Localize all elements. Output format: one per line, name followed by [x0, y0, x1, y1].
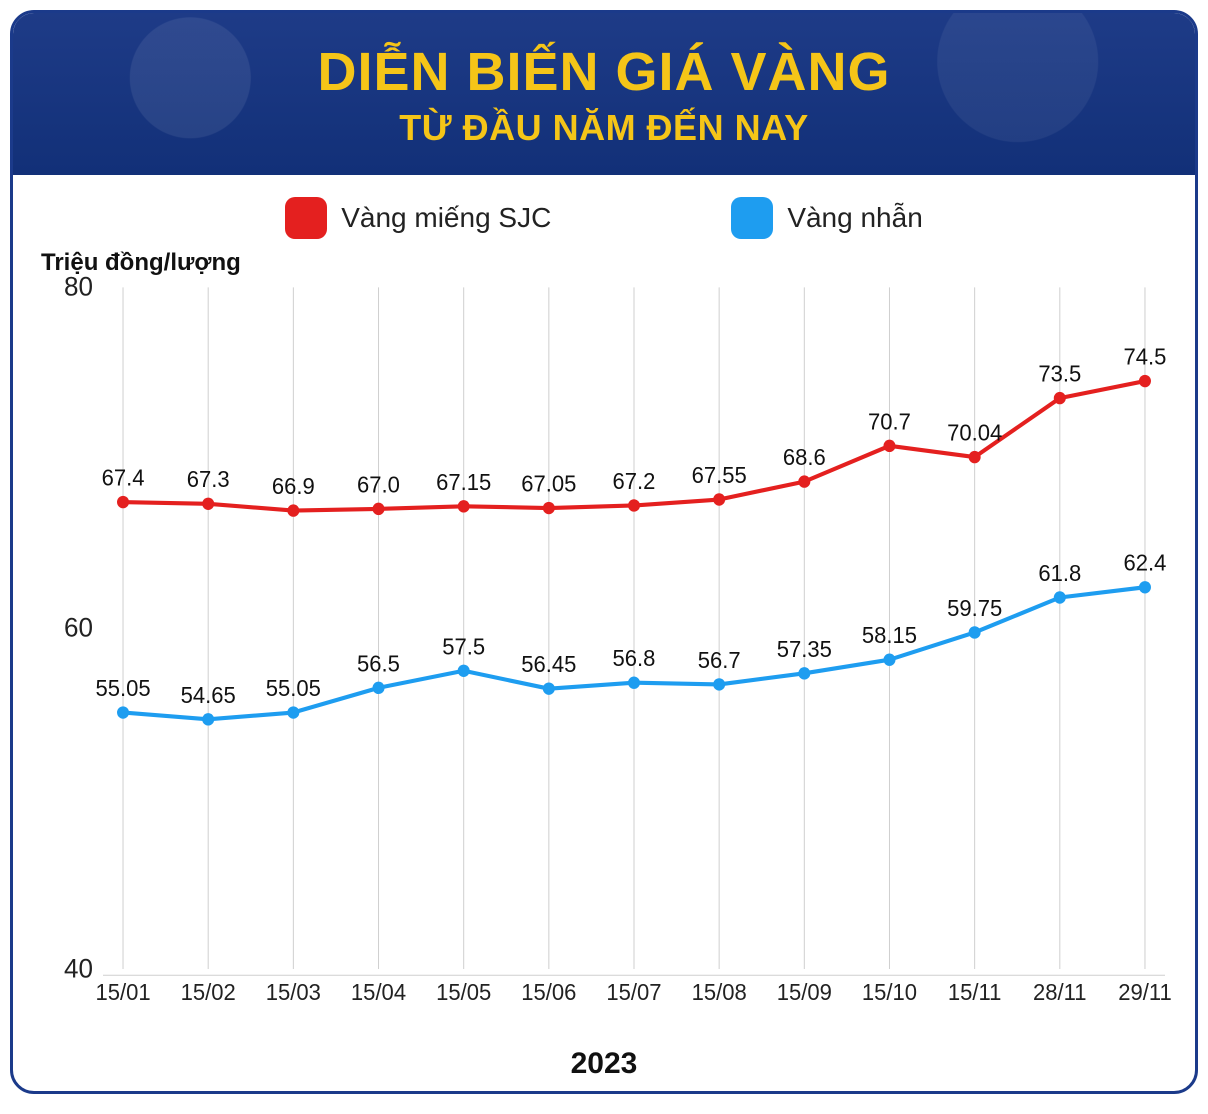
svg-text:56.8: 56.8	[613, 646, 656, 671]
svg-text:15/07: 15/07	[606, 980, 661, 1005]
svg-text:67.2: 67.2	[613, 469, 656, 494]
svg-text:15/03: 15/03	[266, 980, 321, 1005]
svg-text:56.7: 56.7	[698, 648, 741, 673]
legend-label-ring: Vàng nhẫn	[787, 202, 922, 234]
svg-text:40: 40	[64, 953, 93, 983]
y-axis-label: Triệu đồng/lượng	[13, 249, 1195, 277]
svg-text:67.0: 67.0	[357, 472, 400, 497]
svg-text:70.04: 70.04	[947, 420, 1002, 445]
x-axis-year: 2023	[13, 1047, 1195, 1091]
svg-text:62.4: 62.4	[1124, 550, 1167, 575]
svg-text:28/11: 28/11	[1033, 980, 1087, 1005]
header: DIỄN BIẾN GIÁ VÀNG TỪ ĐẦU NĂM ĐẾN NAY	[13, 13, 1195, 175]
svg-text:80: 80	[64, 271, 93, 301]
svg-text:56.45: 56.45	[521, 652, 576, 677]
svg-text:58.15: 58.15	[862, 623, 917, 648]
svg-text:29/11: 29/11	[1118, 980, 1172, 1005]
svg-text:15/01: 15/01	[95, 980, 150, 1005]
title-line1: DIỄN BIẾN GIÁ VÀNG	[23, 41, 1185, 103]
svg-text:74.5: 74.5	[1124, 344, 1167, 369]
svg-text:60: 60	[64, 612, 93, 642]
chart-frame: DIỄN BIẾN GIÁ VÀNG TỪ ĐẦU NĂM ĐẾN NAY Và…	[10, 10, 1198, 1094]
svg-text:66.9: 66.9	[272, 474, 315, 499]
svg-text:54.65: 54.65	[181, 683, 236, 708]
svg-text:57.5: 57.5	[442, 634, 485, 659]
svg-text:15/05: 15/05	[436, 980, 491, 1005]
svg-text:56.5: 56.5	[357, 651, 400, 676]
svg-text:57.35: 57.35	[777, 637, 832, 662]
legend-swatch-ring	[731, 197, 773, 239]
svg-text:15/08: 15/08	[692, 980, 747, 1005]
legend-item-ring: Vàng nhẫn	[731, 197, 922, 239]
svg-text:67.3: 67.3	[187, 467, 230, 492]
svg-text:55.05: 55.05	[95, 676, 150, 701]
legend-label-sjc: Vàng miếng SJC	[341, 202, 551, 234]
legend-item-sjc: Vàng miếng SJC	[285, 197, 551, 239]
svg-text:15/04: 15/04	[351, 980, 406, 1005]
svg-text:68.6: 68.6	[783, 445, 826, 470]
svg-text:73.5: 73.5	[1038, 361, 1081, 386]
legend: Vàng miếng SJC Vàng nhẫn	[13, 175, 1195, 245]
svg-text:61.8: 61.8	[1038, 561, 1081, 586]
svg-text:15/09: 15/09	[777, 980, 832, 1005]
line-chart-svg: 40608015/0115/0215/0315/0415/0515/0615/0…	[103, 277, 1165, 1031]
title-line2: TỪ ĐẦU NĂM ĐẾN NAY	[23, 107, 1185, 149]
svg-text:70.7: 70.7	[868, 409, 911, 434]
svg-text:67.15: 67.15	[436, 469, 491, 494]
legend-swatch-sjc	[285, 197, 327, 239]
svg-text:15/11: 15/11	[948, 980, 1002, 1005]
svg-text:15/10: 15/10	[862, 980, 917, 1005]
svg-text:55.05: 55.05	[266, 676, 321, 701]
svg-text:59.75: 59.75	[947, 596, 1002, 621]
svg-text:15/02: 15/02	[181, 980, 236, 1005]
svg-text:67.4: 67.4	[102, 465, 145, 490]
svg-text:15/06: 15/06	[521, 980, 576, 1005]
chart-area: 40608015/0115/0215/0315/0415/0515/0615/0…	[13, 277, 1195, 1051]
svg-text:67.55: 67.55	[692, 463, 747, 488]
svg-text:67.05: 67.05	[521, 471, 576, 496]
